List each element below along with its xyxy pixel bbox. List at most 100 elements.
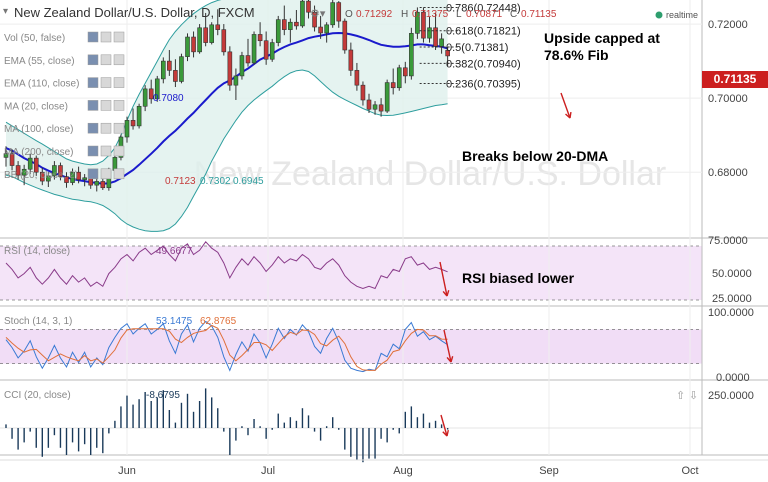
candle-body xyxy=(46,175,51,182)
settings-menu-icon[interactable]: ⚙▾ xyxy=(310,8,326,20)
legend-label: BB (20, close, 2) xyxy=(4,170,78,181)
panel-up-icon[interactable]: ⇧ xyxy=(676,390,685,402)
realtime-label: realtime xyxy=(666,10,698,20)
collapse-icon[interactable]: ▾ xyxy=(3,6,8,17)
candle xyxy=(70,168,75,186)
legend-settings-icon[interactable] xyxy=(87,54,99,66)
candle xyxy=(154,75,160,102)
time-axis-tick: Aug xyxy=(393,465,413,477)
legend-add-icon[interactable] xyxy=(100,168,112,180)
fib-annotation-line-1: Upside capped at xyxy=(544,30,660,46)
legend-add-icon[interactable] xyxy=(100,31,112,43)
candle-body xyxy=(263,40,269,60)
candle xyxy=(209,22,214,45)
candle xyxy=(239,51,245,80)
chart-header: ▾ New Zealand Dollar/U.S. Dollar, D, FXC… xyxy=(3,5,698,20)
bb-upper-value: 0.7302 xyxy=(200,176,231,187)
chart-title: New Zealand Dollar/U.S. Dollar, D, FXCM xyxy=(14,5,255,20)
candle-body xyxy=(390,82,396,89)
candle xyxy=(173,59,178,88)
cci-axis-tick: 250.0000 xyxy=(708,390,754,402)
candle xyxy=(402,61,408,84)
legend-add-icon[interactable] xyxy=(100,145,112,157)
ohlc-open-value: 0.71292 xyxy=(356,9,393,20)
candle xyxy=(82,174,87,187)
legend-add-icon[interactable] xyxy=(100,122,112,134)
candle xyxy=(275,15,281,47)
fib-level-label: 0.5(0.71381) xyxy=(446,42,508,54)
candle-body xyxy=(167,60,172,71)
cci-arrow-head xyxy=(442,429,450,437)
candle-body xyxy=(82,177,87,180)
candle-body xyxy=(173,70,178,82)
candle-body xyxy=(233,75,239,86)
last-price-value: 0.71135 xyxy=(714,72,757,86)
stoch-arrow-head xyxy=(446,356,454,363)
candle-body xyxy=(427,27,432,39)
candle-body xyxy=(27,157,33,170)
legend-settings-icon[interactable] xyxy=(87,100,99,111)
legend-settings-icon[interactable] xyxy=(87,122,99,134)
candle-body xyxy=(409,33,414,77)
candle-body xyxy=(330,2,336,26)
candle-body xyxy=(124,120,130,138)
candle xyxy=(288,18,293,43)
candle-body xyxy=(402,67,408,77)
ma20-value: 0.7080 xyxy=(153,93,184,104)
candle xyxy=(378,98,384,117)
candle xyxy=(64,172,69,188)
candle-body xyxy=(300,0,305,27)
legend-remove-icon[interactable] xyxy=(113,168,125,180)
axes: 0.72000 0.70000 0.68000 75.0000 50.0000 25.00… xyxy=(0,19,768,477)
legend-remove-icon[interactable] xyxy=(113,145,125,157)
candle-body xyxy=(251,34,257,64)
dma-annotation: Breaks below 20-DMA xyxy=(462,148,608,164)
legend-remove-icon[interactable] xyxy=(113,31,125,43)
legend-remove-icon[interactable] xyxy=(113,122,125,134)
panel-down-icon[interactable]: ⇩ xyxy=(689,390,698,402)
candle xyxy=(306,0,311,19)
candle xyxy=(433,12,438,50)
legend-settings-icon[interactable] xyxy=(87,145,99,157)
legend-remove-icon[interactable] xyxy=(113,54,125,66)
ma20-line xyxy=(5,31,448,185)
candle-body xyxy=(257,34,263,42)
candle xyxy=(185,33,190,62)
ohlc-close-key: C xyxy=(510,9,517,20)
cci-label: CCI (20, close) xyxy=(4,390,71,401)
candle xyxy=(167,49,172,76)
candle xyxy=(27,153,33,175)
candle-body xyxy=(197,27,202,53)
legend-label: EMA (55, close) xyxy=(4,56,75,67)
ohlc-open-key: O xyxy=(345,9,353,20)
candle xyxy=(251,31,257,65)
candle-body xyxy=(354,70,360,86)
legend-add-icon[interactable] xyxy=(100,54,112,66)
legend-add-icon[interactable] xyxy=(100,77,112,88)
legend-remove-icon[interactable] xyxy=(113,77,125,88)
legend-label: EMA (110, close) xyxy=(4,79,79,90)
indicator-legend: Vol (50, false) EMA (55, close) EMA (110, … xyxy=(4,31,125,181)
candle-body xyxy=(148,88,154,100)
candle xyxy=(221,24,227,56)
legend-settings-icon[interactable] xyxy=(87,31,99,43)
candle xyxy=(348,42,354,76)
candle xyxy=(9,149,15,171)
candle xyxy=(215,9,221,36)
stoch-d-line xyxy=(5,324,448,371)
candle-body xyxy=(136,105,142,127)
candle-body xyxy=(191,36,196,53)
legend-remove-icon[interactable] xyxy=(113,100,125,111)
legend-settings-icon[interactable] xyxy=(87,77,99,88)
legend-settings-icon[interactable] xyxy=(87,168,99,180)
candle-body xyxy=(384,82,390,112)
ohlc-low-key: L xyxy=(456,9,462,20)
candle-body xyxy=(76,171,81,180)
candle-body xyxy=(21,168,27,176)
candle xyxy=(179,53,184,84)
candle xyxy=(427,16,432,43)
legend-add-icon[interactable] xyxy=(100,100,112,111)
candle xyxy=(372,101,378,115)
